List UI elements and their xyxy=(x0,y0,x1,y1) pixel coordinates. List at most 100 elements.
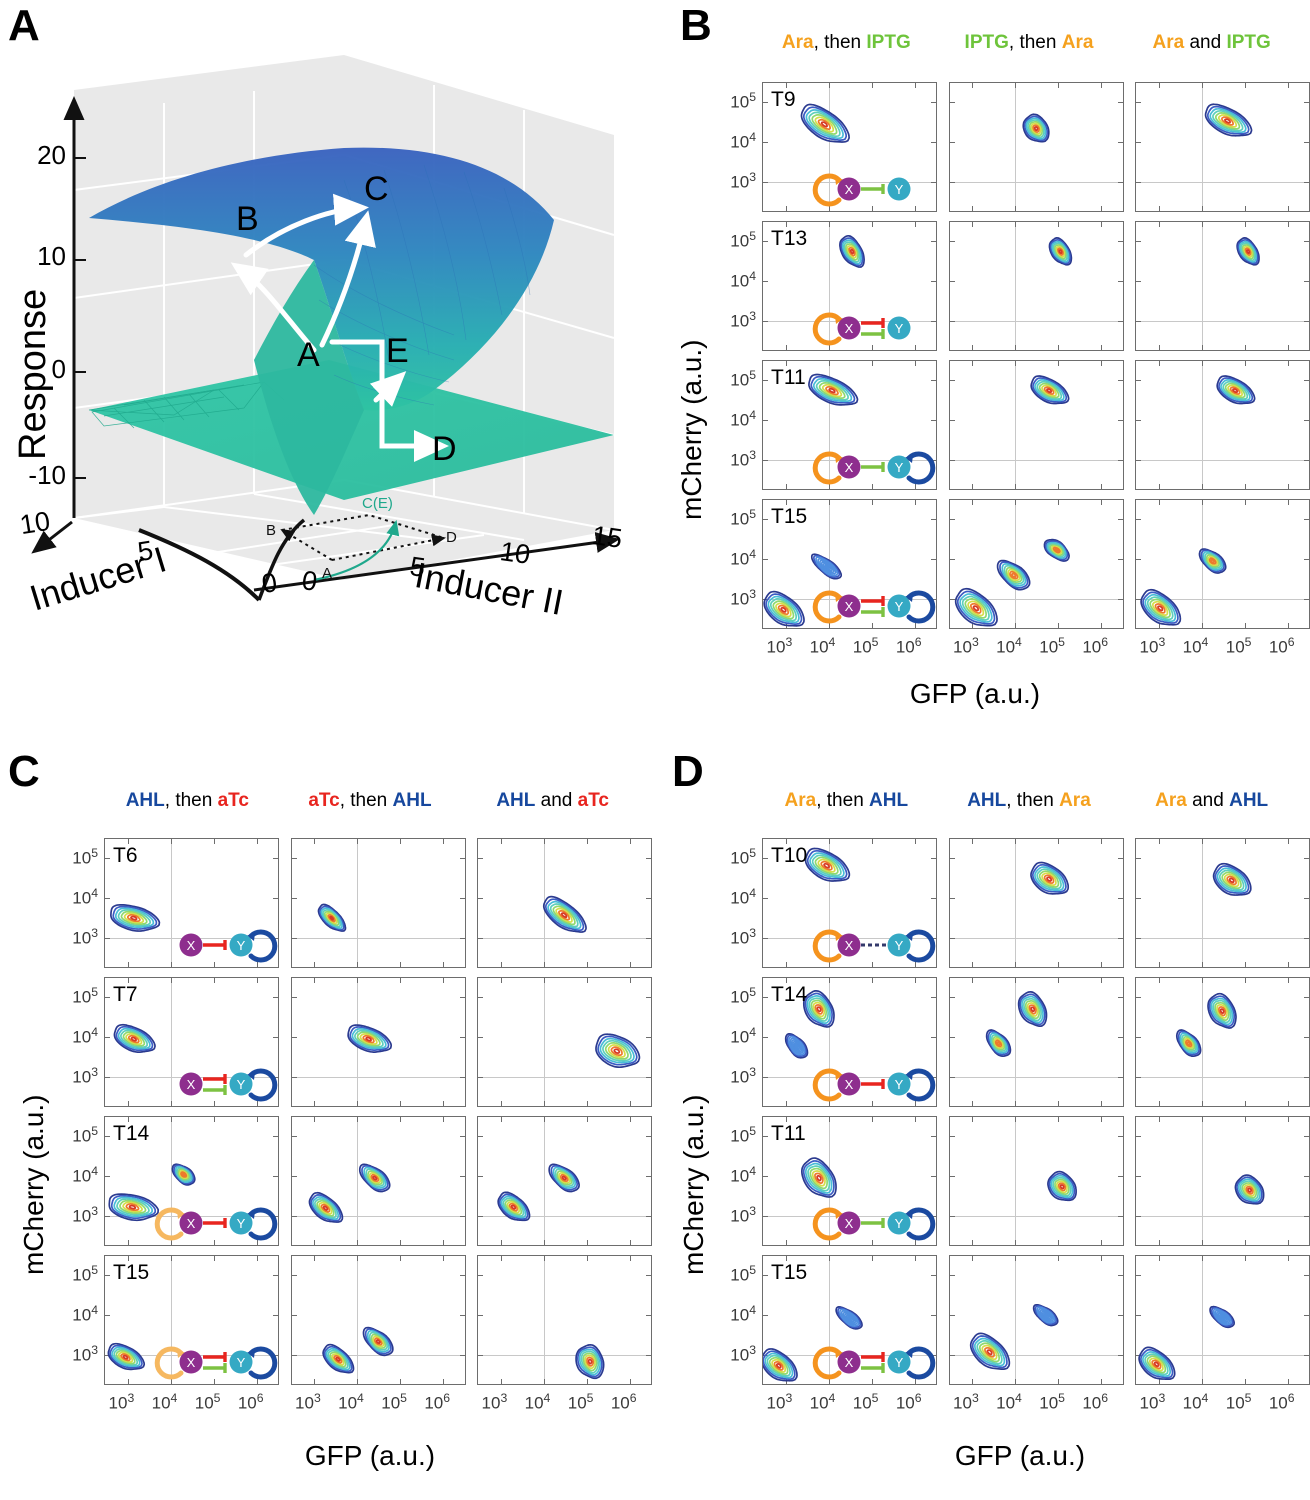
contour-cell-t14-col3[interactable] xyxy=(477,1116,652,1246)
contour-line xyxy=(120,910,148,925)
contour-line xyxy=(123,912,145,924)
contour-cell-t15-col3[interactable] xyxy=(1135,1255,1310,1385)
contour-line xyxy=(978,1342,1000,1363)
contour-cell-t11-col2[interactable] xyxy=(948,1116,1124,1246)
contour-cell-t15-col2[interactable] xyxy=(948,499,1124,629)
y-tickmark xyxy=(646,1275,651,1277)
contour-line xyxy=(1005,566,1022,583)
contour-line xyxy=(1048,237,1072,266)
contour-line xyxy=(963,598,987,619)
contour-cell-t10-col1[interactable]: T10 X Y xyxy=(762,838,937,968)
contour-line xyxy=(327,914,336,923)
contour-cell-t10-col2[interactable] xyxy=(948,838,1124,968)
y-tickmark xyxy=(646,938,651,940)
x-tickmark xyxy=(1244,978,1246,983)
x-tickmark xyxy=(972,1101,974,1106)
contour-plot xyxy=(321,1326,394,1374)
contour-plot xyxy=(542,895,587,933)
contour-cell-t10-col3[interactable] xyxy=(1135,838,1310,968)
contour-cell-t15-col3[interactable] xyxy=(477,1255,652,1385)
x-tickmark xyxy=(586,1101,588,1106)
x-tickmark xyxy=(586,1379,588,1384)
contour-cell-t11-col1[interactable]: T11 X Y xyxy=(762,1116,937,1246)
contour-line xyxy=(767,595,800,624)
contour-cell-t11-col2[interactable] xyxy=(948,360,1124,490)
contour-line xyxy=(125,1033,143,1045)
contour-cell-t9-col3[interactable] xyxy=(1135,82,1310,212)
contour-cell-t15-col2[interactable] xyxy=(290,1255,466,1385)
contour-cell-t14-col2[interactable] xyxy=(948,977,1124,1107)
contour-line xyxy=(1209,1305,1235,1329)
contour-cell-t6-col2[interactable] xyxy=(290,838,466,968)
contour-line xyxy=(1239,1180,1259,1201)
contour-cell-t6-col1[interactable]: T6 X Y xyxy=(104,838,279,968)
contour-line xyxy=(1245,1185,1254,1195)
contour-cell-t13-col1[interactable]: T13 X Y xyxy=(762,221,937,351)
contour-cell-t7-col2[interactable] xyxy=(290,977,466,1107)
contour-line xyxy=(1144,593,1177,623)
contour-cell-t7-col3[interactable] xyxy=(477,977,652,1107)
contour-cell-t11-col1[interactable]: T11 X Y xyxy=(762,360,937,490)
row-label-t15: T15 xyxy=(113,1261,150,1284)
contour-line xyxy=(1224,118,1231,124)
y-tickmark xyxy=(1117,1077,1123,1079)
y-tick-label: 105 xyxy=(730,1124,756,1146)
label-A: A xyxy=(297,336,320,374)
y-tick-label: 105 xyxy=(72,1124,98,1146)
x-tickmark xyxy=(914,83,916,88)
y-tick-label: 104 xyxy=(730,1164,756,1186)
contour-cell-t15-col1[interactable]: T15 X Y xyxy=(104,1255,279,1385)
x-tick-label: 104 xyxy=(809,1391,836,1413)
contour-cell-t7-col1[interactable]: T7 X Y xyxy=(104,977,279,1107)
y-tickmark xyxy=(763,1077,768,1079)
y-tickmark xyxy=(1117,102,1123,104)
contour-line xyxy=(1021,113,1050,143)
contour-cell-t15-col1[interactable]: T15 X Y xyxy=(762,499,937,629)
x-tick-label: 105 xyxy=(1225,635,1252,657)
x-tickmark xyxy=(1158,962,1160,967)
contour-line xyxy=(1059,1184,1065,1190)
contour-line xyxy=(552,905,576,926)
x-tickmark xyxy=(1101,1240,1103,1245)
contour-cell-t6-col3[interactable] xyxy=(477,838,652,968)
x-tickmark xyxy=(1015,1256,1017,1261)
contour-cell-t11-col3[interactable] xyxy=(1135,1116,1310,1246)
contour-cell-t15-col2[interactable] xyxy=(948,1255,1124,1385)
header-token: , then xyxy=(339,790,393,811)
x-tickmark xyxy=(1015,345,1017,350)
y-tickmark xyxy=(273,1136,278,1138)
contour-line xyxy=(1038,1309,1052,1321)
contour-cell-t9-col2[interactable] xyxy=(948,82,1124,212)
contour-cell-t14-col1[interactable]: T14 X Y xyxy=(762,977,937,1107)
gridline-horizontal xyxy=(1136,1216,1309,1218)
contour-cell-t13-col3[interactable] xyxy=(1135,221,1310,351)
ytick-10-a: 10 xyxy=(498,536,533,570)
contour-cell-t14-col2[interactable] xyxy=(290,1116,466,1246)
contour-cell-t14-col3[interactable] xyxy=(1135,977,1310,1107)
x-tick-label: 104 xyxy=(338,1391,364,1413)
contour-cell-t9-col1[interactable]: T9 X Y xyxy=(762,82,937,212)
contour-line xyxy=(321,1343,354,1374)
contour-plot xyxy=(497,1163,580,1222)
contour-cell-t11-col3[interactable] xyxy=(1135,360,1310,490)
x-tickmark xyxy=(543,1256,545,1261)
y-tickmark xyxy=(273,997,278,999)
row-label-t14: T14 xyxy=(113,1122,150,1145)
label-C: C xyxy=(364,170,389,208)
contour-cell-t15-col3[interactable] xyxy=(1135,499,1310,629)
y-tick-label: 103 xyxy=(730,448,756,471)
contour-line xyxy=(1022,997,1042,1022)
contour-line xyxy=(1144,1353,1169,1376)
panel-d-grid: T10 X Y 105 104 103 T14 X Y 105 104 103 T11 X Y 105 104 1… xyxy=(730,838,1310,1413)
contour-cell-t14-col1[interactable]: T14 X Y xyxy=(104,1116,279,1246)
y-tickmark xyxy=(931,321,936,323)
contour-cell-t13-col2[interactable] xyxy=(948,221,1124,351)
contour-line xyxy=(319,907,343,930)
y-tick-label: 105 xyxy=(730,985,756,1007)
contour-cell-t15-col1[interactable]: T15 X Y xyxy=(762,1255,937,1385)
x-tick-label: 104 xyxy=(151,1391,178,1413)
y-tickmark xyxy=(105,1037,110,1039)
label-proj-ce: C(E) xyxy=(362,495,393,512)
